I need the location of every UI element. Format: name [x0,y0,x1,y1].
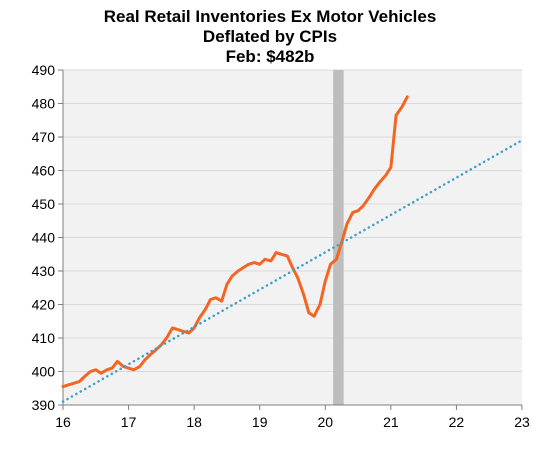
y-tick-label: 390 [32,397,56,413]
recession-band [333,70,344,405]
trend-line [61,139,524,403]
series-lines [61,95,524,403]
x-tick-label: 16 [55,414,71,430]
x-tick-labels: 16 17 18 19 20 21 22 23 [55,414,530,430]
y-tick-label: 450 [32,196,56,212]
chart-title: Real Retail Inventories Ex Motor Vehicle… [103,7,437,26]
y-tick-label: 480 [32,96,56,112]
y-tick-label: 490 [32,62,56,78]
x-tick-label: 18 [186,414,202,430]
x-tick-label: 19 [252,414,268,430]
y-tick-label: 400 [32,364,56,380]
x-tick-label: 17 [121,414,137,430]
y-tick-label: 440 [32,230,56,246]
x-tick-label: 23 [514,414,530,430]
y-tick-label: 470 [32,129,56,145]
axes [62,70,522,406]
y-tick-label: 420 [32,297,56,313]
inventories-line [61,95,409,389]
y-tick-label: 430 [32,263,56,279]
y-tick-labels: 390 400 410 420 430 440 450 460 470 480 490 [32,62,56,413]
x-tick-label: 21 [383,414,399,430]
y-tick-label: 460 [32,163,56,179]
x-tick-label: 20 [317,414,333,430]
chart-annotation: Feb: $482b [225,47,315,66]
y-tick-label: 410 [32,330,56,346]
x-tick-label: 22 [449,414,465,430]
gridlines [58,69,523,410]
chart-subtitle: Deflated by CPIs [202,27,338,46]
